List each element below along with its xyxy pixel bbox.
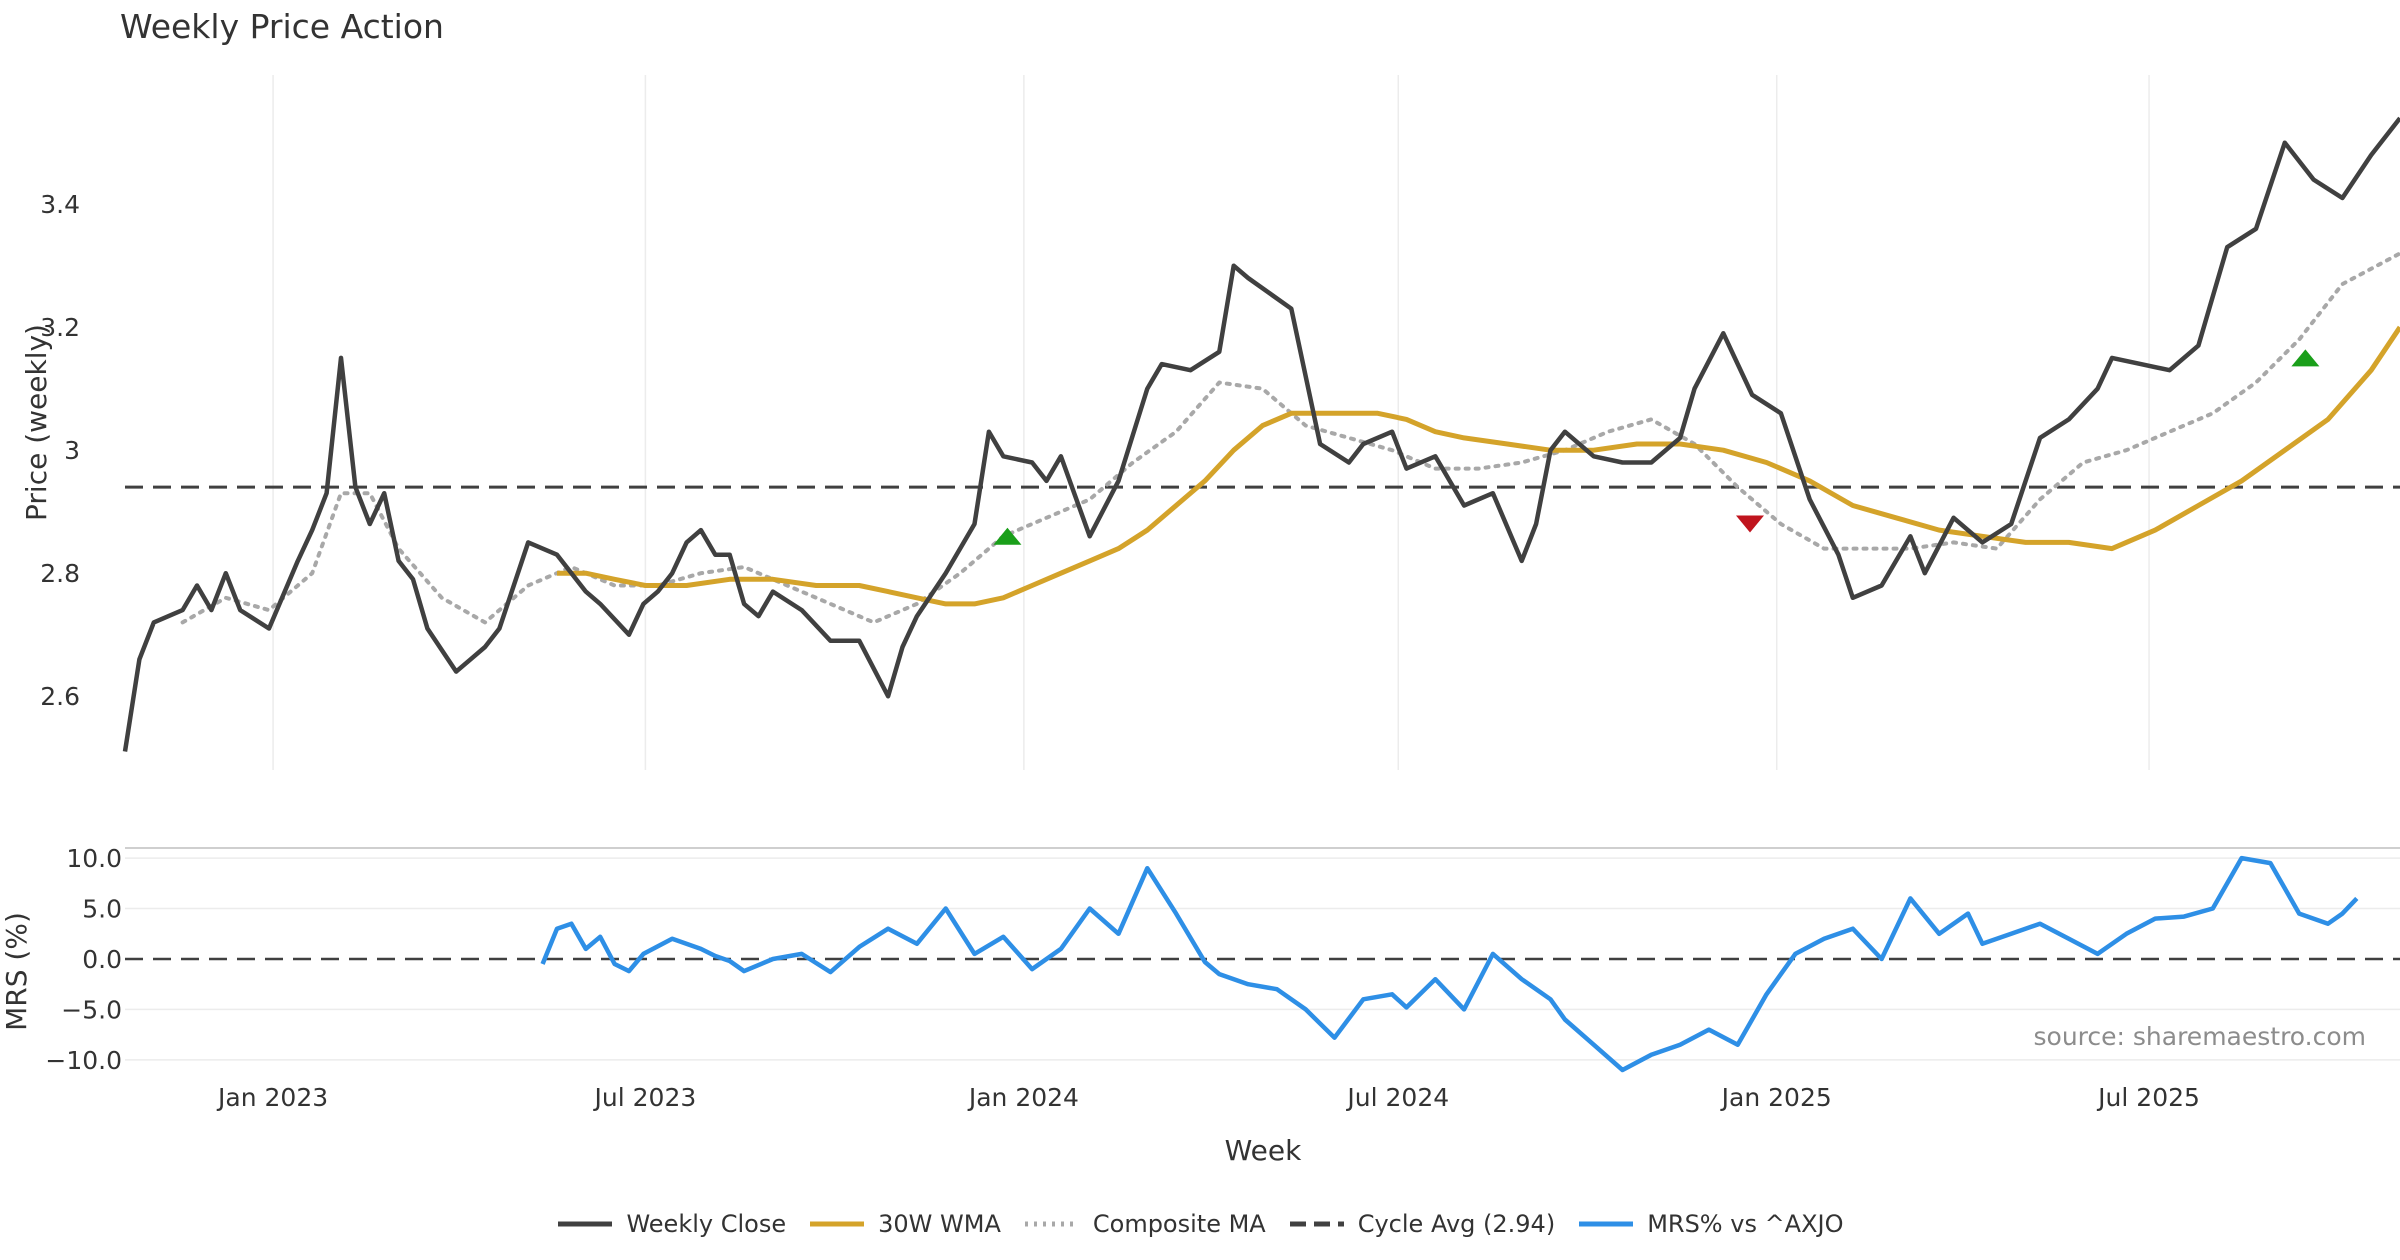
x-axis-label: Week (1225, 1134, 1302, 1167)
legend-swatch (1289, 1221, 1344, 1227)
price-y-axis-label: Price (weekly) (20, 324, 53, 521)
legend-swatch (558, 1221, 613, 1227)
x-tick-label: Jan 2025 (1720, 1083, 1832, 1112)
legend-item-cycle-avg-2-94: Cycle Avg (2.94) (1288, 1210, 1555, 1238)
sell-signal-marker (1736, 515, 1764, 533)
buy-signal-marker (993, 527, 1022, 545)
mrs-y-tick-label: 5.0 (82, 895, 122, 924)
price-y-tick-label: 3.4 (40, 190, 80, 219)
legend-item-30w-wma: 30W WMA (808, 1210, 1001, 1238)
buy-signal-marker (2291, 349, 2320, 367)
x-tick-label: Jan 2024 (967, 1083, 1079, 1112)
mrs-y-tick-label: 10.0 (66, 844, 122, 873)
x-tick-label: Jul 2023 (593, 1083, 697, 1112)
legend-label: Weekly Close (626, 1210, 787, 1238)
legend-swatch (1579, 1221, 1634, 1227)
mrs-y-axis-label: MRS (%) (0, 912, 33, 1031)
price-y-tick-label: 2.6 (40, 682, 80, 711)
source-note: source: sharemaestro.com (2034, 1022, 2367, 1051)
x-tick-label: Jan 2023 (216, 1083, 328, 1112)
mrs-y-tick-label: −5.0 (61, 995, 122, 1024)
legend: Weekly Close 30W WMA Composite MA Cycle Avg… (0, 1210, 2400, 1238)
legend-label: Cycle Avg (2.94) (1357, 1210, 1556, 1238)
mrs-panel: 10.0 5.0 0.0 −5.0 −10.0 MRS (%) Jan 2023 Jul 20… (0, 844, 2400, 1112)
price-panel: 2.6 2.8 3 3.2 3.4 Price (weekly) (20, 75, 2400, 770)
series-mrs-vs-axjo (540, 855, 2359, 1073)
series-weekly-close (122, 116, 2400, 752)
legend-label: Composite MA (1092, 1210, 1266, 1238)
price-y-tick-label: 2.8 (40, 559, 80, 588)
x-tick-label: Jul 2024 (1345, 1083, 1449, 1112)
x-tick-label: Jul 2025 (2096, 1083, 2200, 1112)
series-30w-wma (557, 325, 2400, 607)
legend-label: MRS% vs ^AXJO (1647, 1210, 1844, 1238)
price-y-tick-label: 3.2 (40, 313, 80, 342)
legend-item-weekly-close: Weekly Close (556, 1210, 786, 1238)
chart-title: Weekly Price Action (120, 7, 444, 46)
legend-swatch (1024, 1221, 1079, 1227)
mrs-y-tick-label: 0.0 (82, 945, 122, 974)
mrs-y-tick-label: −10.0 (45, 1046, 122, 1075)
legend-swatch (810, 1221, 865, 1227)
series-composite-ma (180, 251, 2400, 625)
legend-label: 30W WMA (878, 1210, 1001, 1238)
legend-item-mrs-vs-axjo: MRS% vs ^AXJO (1577, 1210, 1844, 1238)
legend-item-composite-ma: Composite MA (1023, 1210, 1266, 1238)
price-y-tick-label: 3 (64, 436, 80, 465)
